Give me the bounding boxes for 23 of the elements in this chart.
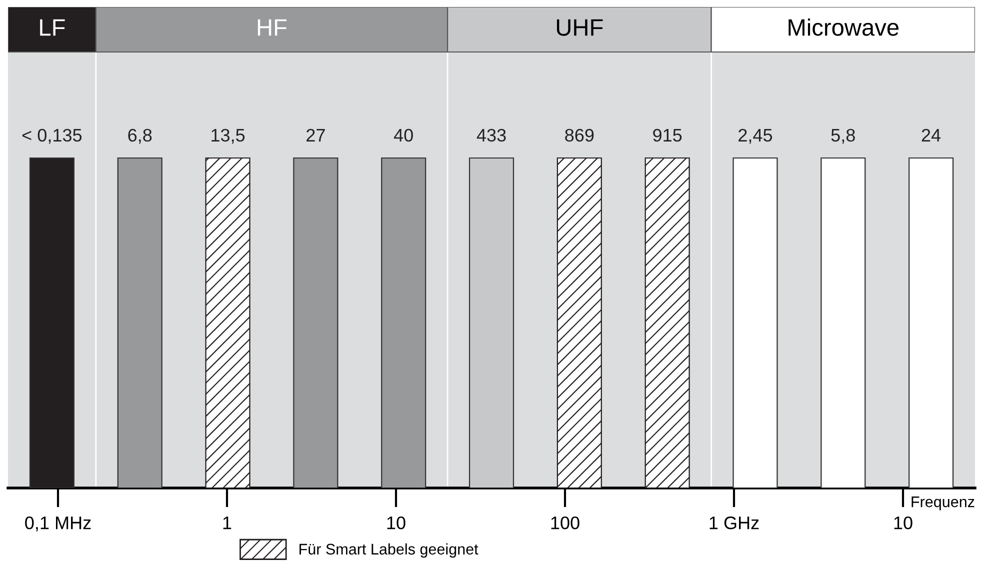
x-tick-label: 433 (476, 128, 506, 142)
text: 0,1 MHz (25, 516, 91, 532)
x-tick-label: 40 (394, 128, 413, 142)
x-axis-title: Frequenz (912, 496, 974, 510)
text: Microwave (788, 18, 899, 36)
x-tick-label: < 0,135 (22, 128, 82, 144)
text: 10 (387, 516, 406, 530)
legend-label: Für Smart Labels geeignet (300, 543, 478, 558)
text: 1 GHz (710, 516, 759, 530)
x-tick-label: 2,45 (738, 128, 772, 144)
x-tick-label: 915 (653, 128, 682, 142)
x-tick-label: 24 (922, 128, 941, 142)
x-tick-label: 27 (306, 128, 325, 142)
text: LF (40, 19, 65, 36)
text: HF (258, 19, 287, 36)
x-tick-label: 13,5 (212, 128, 245, 144)
x-tick-label: 869 (565, 128, 594, 142)
text: 100 (551, 516, 580, 530)
x-tick-label: 6,8 (128, 128, 152, 144)
text: 10 (894, 516, 912, 530)
x-tick-label: 5,8 (831, 128, 855, 144)
text: UHF (556, 19, 603, 36)
text: 1 (223, 516, 232, 530)
